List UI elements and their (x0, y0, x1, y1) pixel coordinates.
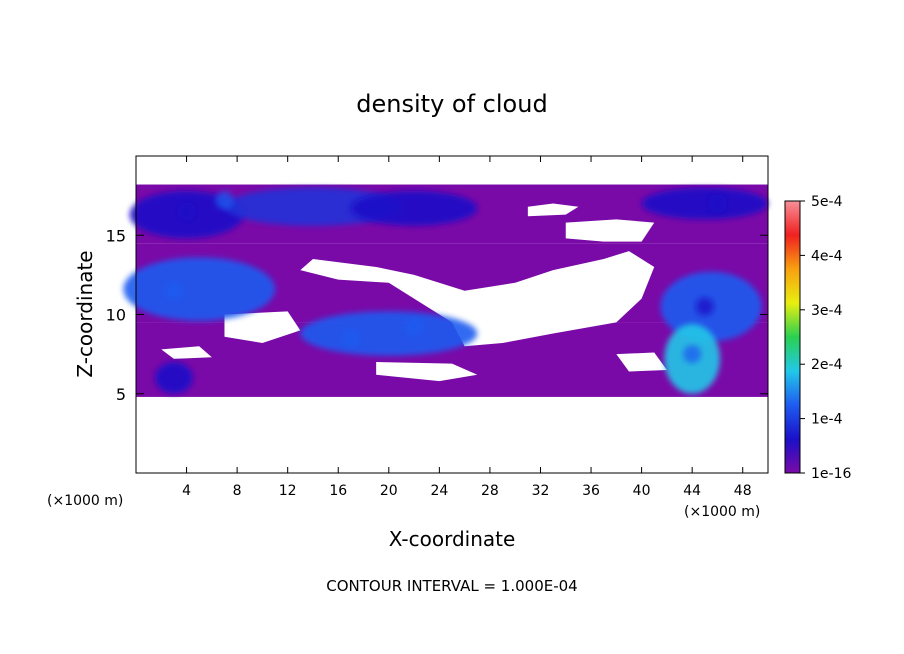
cloud-free-gap (616, 352, 667, 372)
colorbar-tick-label: 5e-4 (811, 194, 843, 210)
density-cell (177, 202, 196, 221)
density-cell (695, 297, 714, 316)
x-tick-label: 28 (481, 483, 499, 499)
cloud-density-patch (224, 187, 402, 226)
cloud-density-patch (641, 187, 768, 220)
cloud-density-patch (154, 362, 193, 394)
chart-title: density of cloud (356, 90, 547, 118)
colorbar (784, 200, 801, 474)
x-tick-label: 20 (380, 483, 398, 499)
density-cell (215, 191, 234, 210)
x-tick-label: 32 (532, 483, 550, 499)
x-tick-label: 12 (279, 483, 297, 499)
x-axis-label: X-coordinate (389, 527, 516, 551)
colorbar-tick-label: 1e-4 (811, 412, 843, 428)
density-cell (683, 345, 702, 364)
colorbar-tick-label: 4e-4 (811, 248, 843, 264)
colorbar-tick-label: 3e-4 (811, 303, 843, 319)
x-tick-label: 48 (734, 483, 752, 499)
density-cell (164, 281, 183, 300)
x-tick-label: 44 (683, 483, 701, 499)
y-axis-label: Z-coordinate (73, 250, 97, 377)
y-tick-label: 15 (106, 226, 126, 245)
cloud-density-patch (123, 257, 276, 321)
x-unit-right: (×1000 m) (684, 504, 760, 520)
cloud-free-gap (224, 311, 301, 344)
x-tick-label: 24 (430, 483, 448, 499)
cloud-density-patch (300, 311, 478, 356)
x-tick-label: 40 (633, 483, 651, 499)
cloud-density-patch (350, 190, 478, 226)
x-tick-label: 16 (329, 483, 347, 499)
cloud-free-gap (161, 346, 212, 359)
colorbar-ticks: 1e-16 1e-4 2e-4 3e-4 4e-4 5e-4 (800, 194, 851, 482)
cloud-free-gap (300, 251, 655, 347)
y-axis: 5 10 15 (106, 226, 768, 404)
density-cell (405, 318, 424, 337)
cloud-field (123, 184, 768, 397)
cloud-free-gap (565, 219, 655, 242)
colorbar-tick-label: 1e-16 (811, 466, 851, 482)
cloud-free-gap (376, 362, 478, 382)
x-tick-label: 8 (233, 483, 242, 499)
x-tick-label: 4 (182, 483, 191, 499)
density-cell (341, 329, 360, 348)
y-tick-label: 10 (106, 306, 126, 325)
y-tick-label: 5 (116, 385, 126, 404)
density-cell (708, 194, 727, 213)
x-unit-left: (×1000 m) (47, 493, 123, 509)
x-axis: 4 8 12 16 20 24 28 32 36 40 44 48 (182, 156, 752, 499)
contour-interval-note: CONTOUR INTERVAL = 1.000E-04 (326, 577, 577, 595)
colorbar-tick-label: 2e-4 (811, 357, 843, 373)
x-tick-label: 36 (582, 483, 600, 499)
cloud-free-gap (527, 203, 579, 217)
